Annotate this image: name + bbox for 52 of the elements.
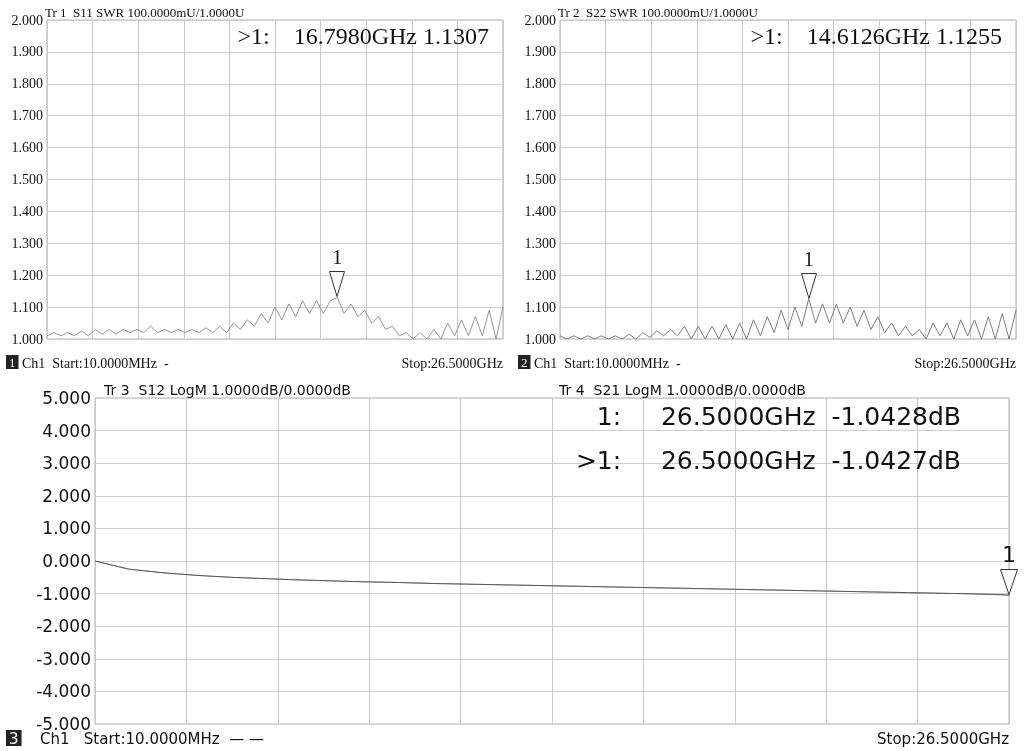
y-tick-label: 1.900 (524, 44, 556, 60)
y-tick-label: 2.000 (42, 485, 91, 506)
y-tick-label: 1.300 (524, 235, 556, 251)
y-tick-label: 1.700 (524, 108, 556, 124)
y-tick-label: 1.400 (524, 203, 556, 219)
annotation: >1: 26.5000GHz -1.0427dB (575, 446, 962, 475)
text: 2 (521, 355, 528, 370)
annotation: 1 (1001, 541, 1017, 567)
text: Stop:26.5000GHz (401, 355, 503, 371)
annotation: >1: 14.6126GHz 1.1255 (750, 23, 1003, 49)
y-tick-label: 1.400 (11, 203, 43, 219)
y-tick-label: 2.000 (524, 12, 556, 28)
text: 1 (9, 355, 16, 370)
chart-title: Tr 3 S12 LogM 1.0000dB/0.0000dB (103, 382, 351, 398)
text: Stop:26.5000GHz (914, 355, 1016, 371)
y-tick-label: -1.000 (36, 583, 91, 604)
y-tick-label: 3.000 (42, 453, 91, 474)
y-tick-label: 2.000 (11, 12, 43, 28)
annotation: >1: 16.7980GHz 1.1307 (237, 23, 490, 49)
y-tick-label: 1.000 (11, 331, 43, 347)
y-tick-label: 1.600 (11, 140, 43, 156)
y-tick-label: 1.800 (11, 76, 43, 92)
y-tick-label: 1.200 (11, 267, 43, 283)
y-tick-label: 1.100 (11, 299, 43, 315)
text: Stop:26.5000GHz (877, 729, 1010, 748)
y-tick-label: -2.000 (36, 616, 91, 637)
annotation: 1 (802, 246, 815, 271)
y-tick-label: -4.000 (36, 681, 91, 702)
chart-title: Tr 1 S11 SWR 100.0000mU/1.0000U (45, 5, 246, 20)
text: Ch1 Start:10.0000MHz - (22, 355, 169, 371)
annotation: 1: 26.5000GHz -1.0428dB (596, 402, 962, 431)
y-tick-label: 1.200 (524, 267, 556, 283)
y-tick-label: 1.000 (524, 331, 556, 347)
annotation: 1 (331, 245, 344, 270)
text: Ch1 Start:10.0000MHz - (534, 355, 681, 371)
y-tick-label: 1.300 (11, 235, 43, 251)
y-tick-label: 1.100 (524, 299, 556, 315)
y-tick-label: 1.500 (11, 172, 43, 187)
y-tick-label: 4.000 (42, 420, 91, 441)
y-tick-label: 1.900 (11, 44, 43, 60)
y-tick-label: 1.500 (524, 172, 556, 187)
y-tick-label: 1.000 (42, 518, 91, 539)
y-tick-label: 0.000 (42, 551, 91, 571)
text: 3 (9, 729, 19, 748)
y-tick-label: 1.700 (11, 108, 43, 124)
chart-title: Tr 2 S22 SWR 100.0000mU/1.0000U (558, 5, 759, 20)
text: Ch1 Start:10.0000MHz — — (40, 729, 264, 748)
chart-subtitle: Tr 4 S21 LogM 1.0000dB/0.0000dB (558, 382, 806, 398)
y-tick-label: -3.000 (36, 648, 91, 669)
y-tick-label: 1.600 (524, 140, 556, 156)
y-tick-label: 5.000 (42, 388, 91, 408)
y-tick-label: 1.800 (524, 76, 556, 92)
